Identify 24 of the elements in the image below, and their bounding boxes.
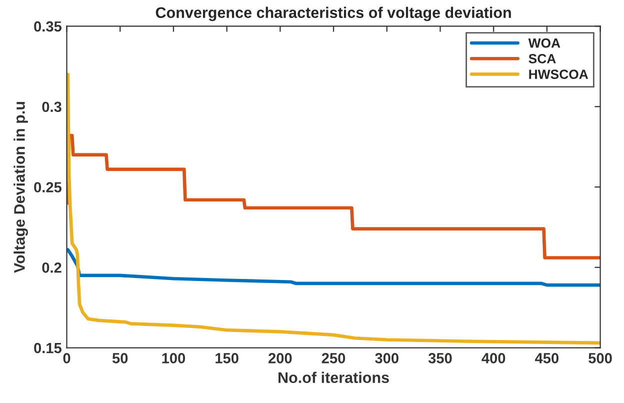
y-tick-label: 0.3	[42, 102, 62, 112]
x-tick-label: 200	[268, 353, 292, 364]
x-tick-label: 150	[216, 353, 238, 364]
x-tick-label: 450	[534, 353, 559, 364]
y-axis-title: Voltage Deviation in p.u	[14, 102, 28, 273]
x-tick-label: 400	[482, 353, 506, 364]
x-tick-label: 0	[63, 353, 70, 364]
x-tick-label: 350	[428, 353, 452, 364]
x-tick-label: 50	[112, 353, 128, 364]
x-tick-label: 100	[162, 353, 186, 364]
legend-label: HWSCOA	[529, 70, 588, 79]
legend-label: SCA	[528, 54, 556, 64]
y-tick-label: 0.15	[34, 342, 62, 354]
y-tick-label: 0.25	[34, 182, 62, 192]
x-tick-label: 500	[588, 353, 612, 364]
y-tick-label: 0.2	[42, 262, 62, 273]
legend-label: WOA	[528, 38, 560, 48]
x-tick-label: 250	[322, 353, 346, 364]
x-tick-label: 300	[375, 353, 398, 364]
line-series	[66, 134, 600, 260]
line-series	[66, 248, 600, 287]
chart-title: Convergence characteristics of voltage deviation	[156, 6, 511, 22]
x-axis-title: No.of iterations	[278, 372, 389, 384]
y-tick-label: 0.35	[34, 21, 62, 32]
